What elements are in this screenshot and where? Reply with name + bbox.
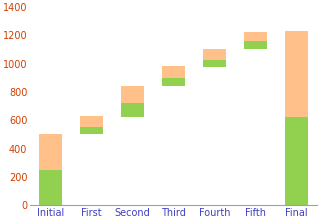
Bar [244, 41, 267, 49]
Bar [80, 116, 103, 127]
Bar [204, 67, 226, 206]
Bar [163, 78, 185, 86]
Bar [121, 117, 144, 206]
Bar [80, 127, 103, 135]
Bar [121, 86, 144, 103]
Bar [244, 32, 267, 41]
Bar [163, 86, 185, 206]
Bar [39, 170, 62, 206]
Bar [204, 60, 226, 67]
Bar [285, 31, 308, 118]
Bar [204, 49, 226, 60]
Bar [163, 66, 185, 78]
Bar [121, 103, 144, 117]
Bar [39, 135, 62, 170]
Bar [80, 135, 103, 206]
Bar [244, 49, 267, 206]
Bar [285, 118, 308, 206]
